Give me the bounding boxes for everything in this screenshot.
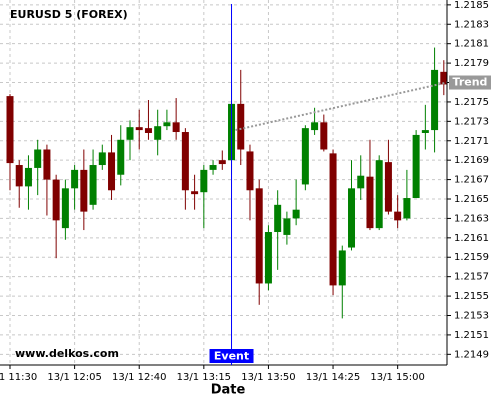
candle-body bbox=[126, 127, 134, 140]
x-tick-label: 13/1 15:00 bbox=[370, 372, 424, 383]
y-tick-label: 1.2181 bbox=[454, 39, 489, 50]
y-tick-label: 1.2153 bbox=[454, 310, 489, 321]
candle-body bbox=[440, 71, 448, 85]
candle-body bbox=[209, 165, 217, 170]
candle-body bbox=[80, 169, 88, 212]
candle-body bbox=[348, 188, 356, 248]
candle-body bbox=[98, 152, 106, 166]
candle-body bbox=[200, 169, 208, 193]
candle-body bbox=[218, 160, 226, 165]
candle-body bbox=[43, 149, 51, 180]
y-tick-label: 1.2163 bbox=[454, 213, 489, 224]
candle-body bbox=[181, 132, 189, 191]
candle-body bbox=[274, 204, 282, 233]
candle-body bbox=[375, 160, 383, 229]
y-tick-label: 1.2179 bbox=[454, 58, 489, 69]
x-axis-label: Date bbox=[211, 383, 246, 398]
y-tick-label: 1.2151 bbox=[454, 330, 489, 341]
candle-body bbox=[163, 122, 171, 127]
event-label-box bbox=[209, 349, 254, 363]
y-tick-label: 1.2149 bbox=[454, 349, 489, 360]
candle-body bbox=[421, 130, 429, 133]
candle-body bbox=[191, 191, 199, 195]
y-tick-label: 1.2169 bbox=[454, 155, 489, 166]
candle-body bbox=[384, 162, 392, 212]
candle-body bbox=[34, 149, 42, 168]
y-tick-label: 1.2171 bbox=[454, 136, 489, 147]
candle-body bbox=[61, 188, 69, 229]
candle-body bbox=[338, 250, 346, 286]
trend-label: Trend bbox=[453, 76, 488, 89]
candle-body bbox=[246, 151, 254, 191]
x-tick-label: 13/1 12:05 bbox=[47, 372, 101, 383]
candle-body bbox=[237, 103, 245, 150]
y-tick-label: 1.2159 bbox=[454, 252, 489, 263]
y-tick-label: 1.2165 bbox=[454, 194, 489, 205]
x-tick-label: 13/1 14:25 bbox=[306, 372, 360, 383]
candle-body bbox=[255, 188, 263, 284]
y-tick-label: 1.2161 bbox=[454, 233, 489, 244]
y-tick-label: 1.2167 bbox=[454, 175, 489, 186]
x-tick-label: 13/1 11:30 bbox=[0, 372, 37, 383]
candle-body bbox=[283, 218, 291, 235]
candle-body bbox=[301, 128, 309, 185]
watermark: www.delkos.com bbox=[15, 347, 119, 360]
candle-body bbox=[144, 128, 152, 133]
candle-body bbox=[431, 69, 439, 131]
y-tick-label: 1.2175 bbox=[454, 97, 489, 108]
candle-body bbox=[311, 122, 319, 131]
candle-body bbox=[117, 139, 125, 175]
candle-body bbox=[320, 122, 328, 150]
candle-body bbox=[172, 122, 180, 133]
trend-label-box bbox=[449, 75, 491, 90]
y-tick-label: 1.2157 bbox=[454, 272, 489, 283]
candle-body bbox=[89, 165, 97, 205]
candle-body bbox=[135, 127, 143, 131]
candle-body bbox=[108, 152, 116, 191]
candle-body bbox=[292, 209, 300, 219]
chart-title: EURUSD 5 (FOREX) bbox=[10, 8, 128, 21]
y-tick-label: 1.2173 bbox=[454, 116, 489, 127]
trend-line bbox=[235, 81, 448, 132]
candle-body bbox=[154, 126, 162, 140]
candle-body bbox=[412, 134, 420, 199]
candle-body bbox=[6, 96, 14, 164]
x-tick-label: 13/1 13:15 bbox=[177, 372, 231, 383]
candle-body bbox=[366, 176, 374, 229]
y-tick-label: 1.2185 bbox=[454, 0, 489, 11]
candle-body bbox=[71, 169, 79, 189]
candle-body bbox=[357, 175, 365, 189]
candle-body bbox=[15, 165, 23, 187]
y-tick-label: 1.2183 bbox=[454, 19, 489, 30]
candle-body bbox=[24, 167, 32, 187]
candle-body bbox=[403, 198, 411, 219]
candle-body bbox=[52, 179, 60, 221]
event-label: Event bbox=[214, 350, 249, 363]
candle-body bbox=[329, 153, 337, 286]
candle-body bbox=[264, 232, 272, 284]
x-tick-label: 13/1 13:50 bbox=[241, 372, 295, 383]
y-tick-label: 1.2155 bbox=[454, 291, 489, 302]
x-tick-label: 13/1 12:40 bbox=[112, 372, 166, 383]
candle-body bbox=[394, 211, 402, 221]
